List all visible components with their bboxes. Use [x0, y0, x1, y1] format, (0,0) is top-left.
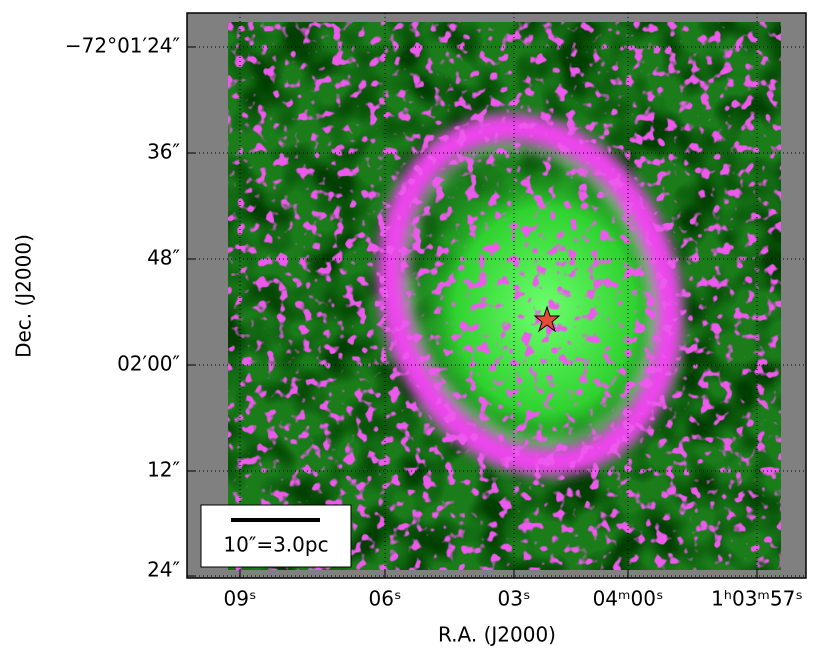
y-tick-label: 36″	[147, 140, 180, 164]
x-tick-label: 04ᵐ00ˢ	[593, 587, 664, 611]
y-tick-label: 02′00″	[117, 352, 180, 376]
x-tick-label: 1ʰ03ᵐ57ˢ	[711, 587, 803, 611]
y-tick-label: 48″	[147, 246, 180, 270]
y-axis-label: Dec. (J2000)	[12, 234, 36, 358]
y-tick-label: 12″	[147, 458, 180, 482]
y-tick-label: −72°01′24″	[65, 34, 180, 58]
y-tick-label: 24″	[147, 558, 180, 582]
x-axis-label: R.A. (J2000)	[438, 623, 556, 647]
sky-image	[228, 22, 781, 570]
x-tick-label: 03ˢ	[498, 587, 531, 611]
scale-bar-box	[200, 504, 352, 568]
star-marker	[533, 305, 561, 333]
x-tick-label: 09ˢ	[224, 587, 257, 611]
x-tick-label: 06ˢ	[369, 587, 402, 611]
plot-frame	[186, 12, 807, 579]
scale-bar-label: 10″=3.0pc	[223, 533, 328, 557]
